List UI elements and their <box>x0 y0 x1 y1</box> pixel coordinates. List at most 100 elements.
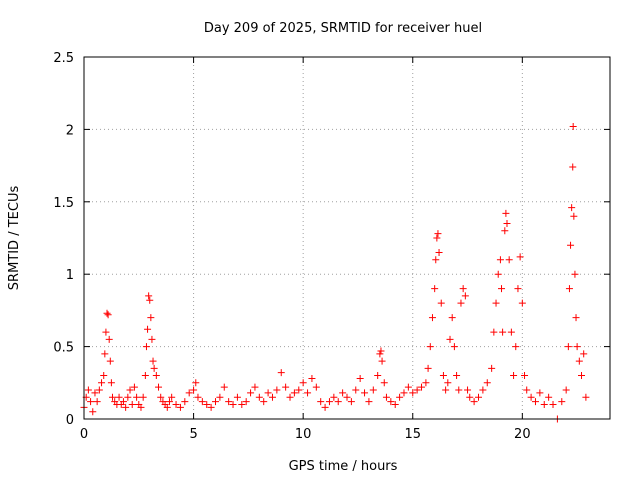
data-point <box>572 314 580 322</box>
data-point <box>492 299 500 307</box>
data-point <box>124 393 132 401</box>
data-point <box>431 285 439 293</box>
data-point <box>470 398 478 406</box>
data-point <box>149 357 157 365</box>
data-point <box>549 401 557 409</box>
data-point <box>339 389 347 397</box>
data-point <box>512 343 520 351</box>
data-point <box>568 204 576 212</box>
data-point <box>374 372 382 380</box>
data-point <box>540 401 548 409</box>
data-point <box>569 123 577 131</box>
data-point <box>434 230 442 238</box>
y-tick-label: 2 <box>66 123 74 138</box>
data-point <box>103 309 111 317</box>
y-tick-label: 1 <box>66 268 74 283</box>
data-point <box>165 398 173 406</box>
x-tick-label: 15 <box>404 427 421 442</box>
data-point <box>448 314 456 322</box>
data-point <box>361 389 369 397</box>
data-point <box>391 401 399 409</box>
data-point <box>510 372 518 380</box>
data-point <box>521 372 529 380</box>
data-point <box>501 227 509 235</box>
data-point <box>148 335 156 343</box>
data-point <box>562 386 570 394</box>
data-point <box>499 328 507 336</box>
data-point <box>207 403 215 411</box>
data-point <box>453 372 461 380</box>
data-point <box>356 374 364 382</box>
data-point <box>433 234 441 242</box>
data-point <box>369 386 377 394</box>
data-point <box>518 299 526 307</box>
data-point <box>437 299 445 307</box>
data-point <box>147 314 155 322</box>
data-point <box>104 311 112 319</box>
data-point <box>225 398 233 406</box>
y-axis: 0 0.5 1 1.5 2 2.5 <box>53 51 610 428</box>
data-point <box>255 393 263 401</box>
data-point <box>365 398 373 406</box>
data-point <box>432 256 440 264</box>
data-point <box>194 393 202 401</box>
data-point <box>376 350 384 358</box>
data-point <box>498 285 506 293</box>
data-point <box>347 398 355 406</box>
data-point <box>192 379 200 387</box>
data-point <box>157 393 165 401</box>
y-tick-label: 0.5 <box>53 341 74 356</box>
data-point <box>466 393 474 401</box>
data-point <box>105 335 113 343</box>
data-point <box>483 379 491 387</box>
data-point <box>580 350 588 358</box>
data-point <box>89 408 97 416</box>
data-point <box>106 357 114 365</box>
data-point <box>190 386 198 394</box>
data-point <box>439 372 447 380</box>
data-point <box>334 398 342 406</box>
data-point <box>387 398 395 406</box>
data-point <box>168 393 176 401</box>
data-points <box>80 123 590 423</box>
x-tick-label: 5 <box>189 427 197 442</box>
data-point <box>98 379 106 387</box>
data-point <box>382 393 390 401</box>
data-point <box>102 328 110 336</box>
x-axis: 0 5 10 15 20 <box>80 57 531 442</box>
data-point <box>133 393 141 401</box>
data-point <box>155 383 163 391</box>
data-point <box>321 403 329 411</box>
data-point <box>145 292 153 300</box>
data-point <box>115 393 123 401</box>
data-point <box>442 386 450 394</box>
data-point <box>163 403 171 411</box>
data-point <box>564 343 572 351</box>
data-point <box>502 209 510 217</box>
data-point <box>150 364 158 372</box>
y-axis-label: SRMTID / TECUs <box>7 186 22 291</box>
data-point <box>325 398 333 406</box>
data-point <box>264 389 272 397</box>
data-point <box>87 398 95 406</box>
chart-title: Day 209 of 2025, SRMTID for receiver hue… <box>204 21 482 36</box>
data-point <box>527 393 535 401</box>
data-point <box>400 389 408 397</box>
data-point <box>330 393 338 401</box>
data-point <box>352 386 360 394</box>
data-point <box>130 383 138 391</box>
data-point <box>268 393 276 401</box>
data-point <box>152 372 160 380</box>
data-point <box>377 347 385 355</box>
data-point <box>122 403 130 411</box>
data-point <box>139 393 147 401</box>
data-point <box>380 379 388 387</box>
data-point <box>570 212 578 220</box>
x-axis-label: GPS time / hours <box>289 459 398 474</box>
data-point <box>426 343 434 351</box>
data-point <box>582 393 590 401</box>
data-point <box>247 389 255 397</box>
data-point <box>126 386 134 394</box>
data-point <box>304 389 312 397</box>
